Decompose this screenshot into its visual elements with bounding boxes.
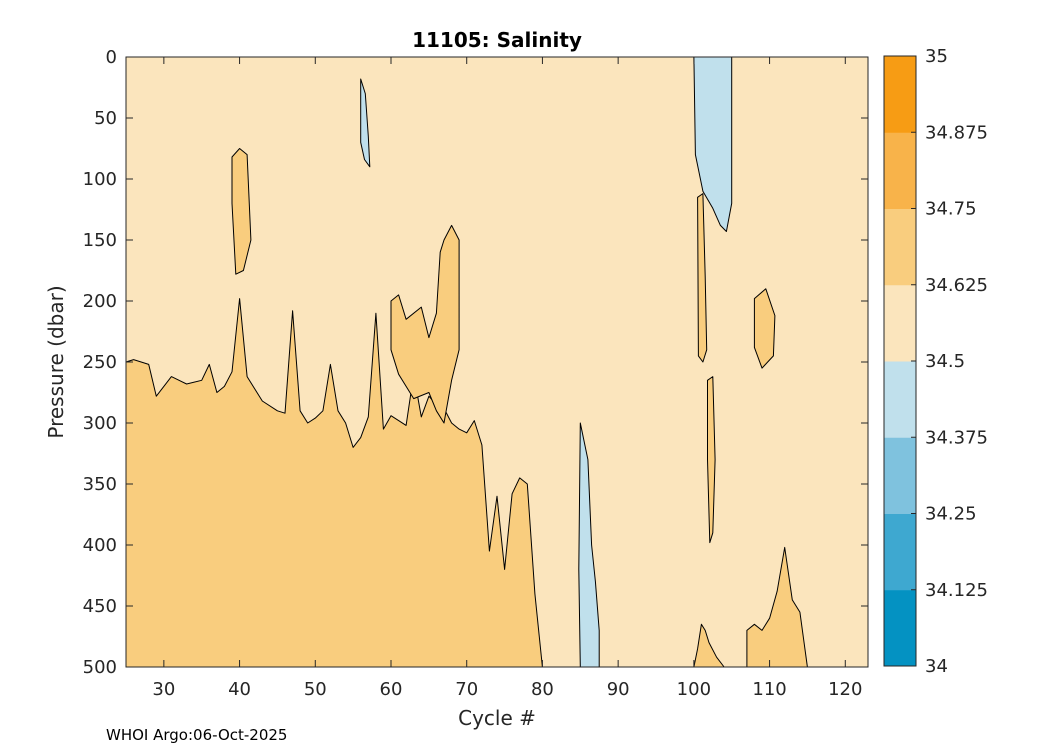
x-tick-label: 100	[677, 679, 711, 700]
contour-region-1	[125, 298, 543, 668]
colorbar-segment	[884, 361, 916, 438]
x-tick-label: 120	[828, 679, 862, 700]
colorbar-tick-label: 34.5	[925, 351, 965, 372]
x-tick-label: 30	[152, 679, 175, 700]
colorbar-segment	[884, 56, 916, 133]
colorbar-segment	[884, 513, 916, 591]
x-axis-label: Cycle #	[458, 706, 536, 730]
contour-region-8	[707, 376, 716, 544]
y-ticks: 0 50 100 150 200 250 300 350 400 450 500	[83, 47, 868, 678]
plot-area: 30 40 50 60 70 80 90 100 110 120 0 50 100 150 200 250 3…	[83, 47, 869, 700]
y-tick-label: 400	[83, 535, 117, 556]
x-tick-label: 80	[531, 679, 554, 700]
contour-region-5	[753, 288, 776, 369]
chart-title: 11105: Salinity	[412, 28, 582, 52]
y-tick-label: 150	[83, 230, 117, 251]
colorbar-tick-label: 34.125	[925, 580, 988, 601]
y-tick-label: 350	[83, 474, 117, 495]
y-tick-label: 500	[83, 657, 117, 678]
colorbar-tick-label: 34.625	[925, 275, 988, 296]
footer-text: WHOI Argo:06-Oct-2025	[106, 726, 287, 744]
contour-region-9	[693, 56, 733, 232]
colorbar-tick-label: 35	[925, 46, 948, 67]
y-tick-label: 50	[94, 108, 117, 129]
x-ticks: 30 40 50 60 70 80 90 100 110 120	[152, 57, 862, 700]
colorbar-segment	[884, 437, 916, 514]
colorbar-segment	[884, 589, 916, 667]
contour-region-3	[390, 224, 460, 424]
y-tick-label: 100	[83, 169, 117, 190]
contour-region-2	[231, 148, 252, 275]
x-tick-label: 110	[752, 679, 786, 700]
colorbar-tick-label: 34	[925, 656, 948, 677]
colorbar-segment	[884, 208, 916, 286]
y-axis-label: Pressure (dbar)	[44, 285, 68, 438]
y-tick-label: 200	[83, 291, 117, 312]
contour-region-7	[693, 623, 725, 668]
x-tick-label: 40	[228, 679, 251, 700]
colorbar-tick-label: 34.25	[925, 504, 977, 525]
contour-region-11	[360, 78, 371, 168]
colorbar-tick-label: 34.375	[925, 427, 988, 448]
contour-region-10	[578, 422, 600, 668]
contour-regions	[125, 56, 808, 668]
colorbar-tick-label: 34.75	[925, 199, 977, 220]
colorbar-segment	[884, 284, 916, 362]
x-tick-label: 50	[304, 679, 327, 700]
colorbar-tick-label: 34.875	[925, 122, 988, 143]
colorbar-segment	[884, 132, 916, 209]
y-tick-label: 300	[83, 413, 117, 434]
x-tick-label: 90	[607, 679, 630, 700]
x-tick-label: 70	[455, 679, 478, 700]
y-tick-label: 450	[83, 596, 117, 617]
y-tick-label: 250	[83, 352, 117, 373]
contour-region-4	[697, 193, 708, 363]
y-tick-label: 0	[106, 47, 117, 68]
colorbar: 34 34.125 34.25 34.375 34.5 34.625 34.75 34.875…	[883, 46, 988, 677]
x-tick-label: 60	[380, 679, 403, 700]
